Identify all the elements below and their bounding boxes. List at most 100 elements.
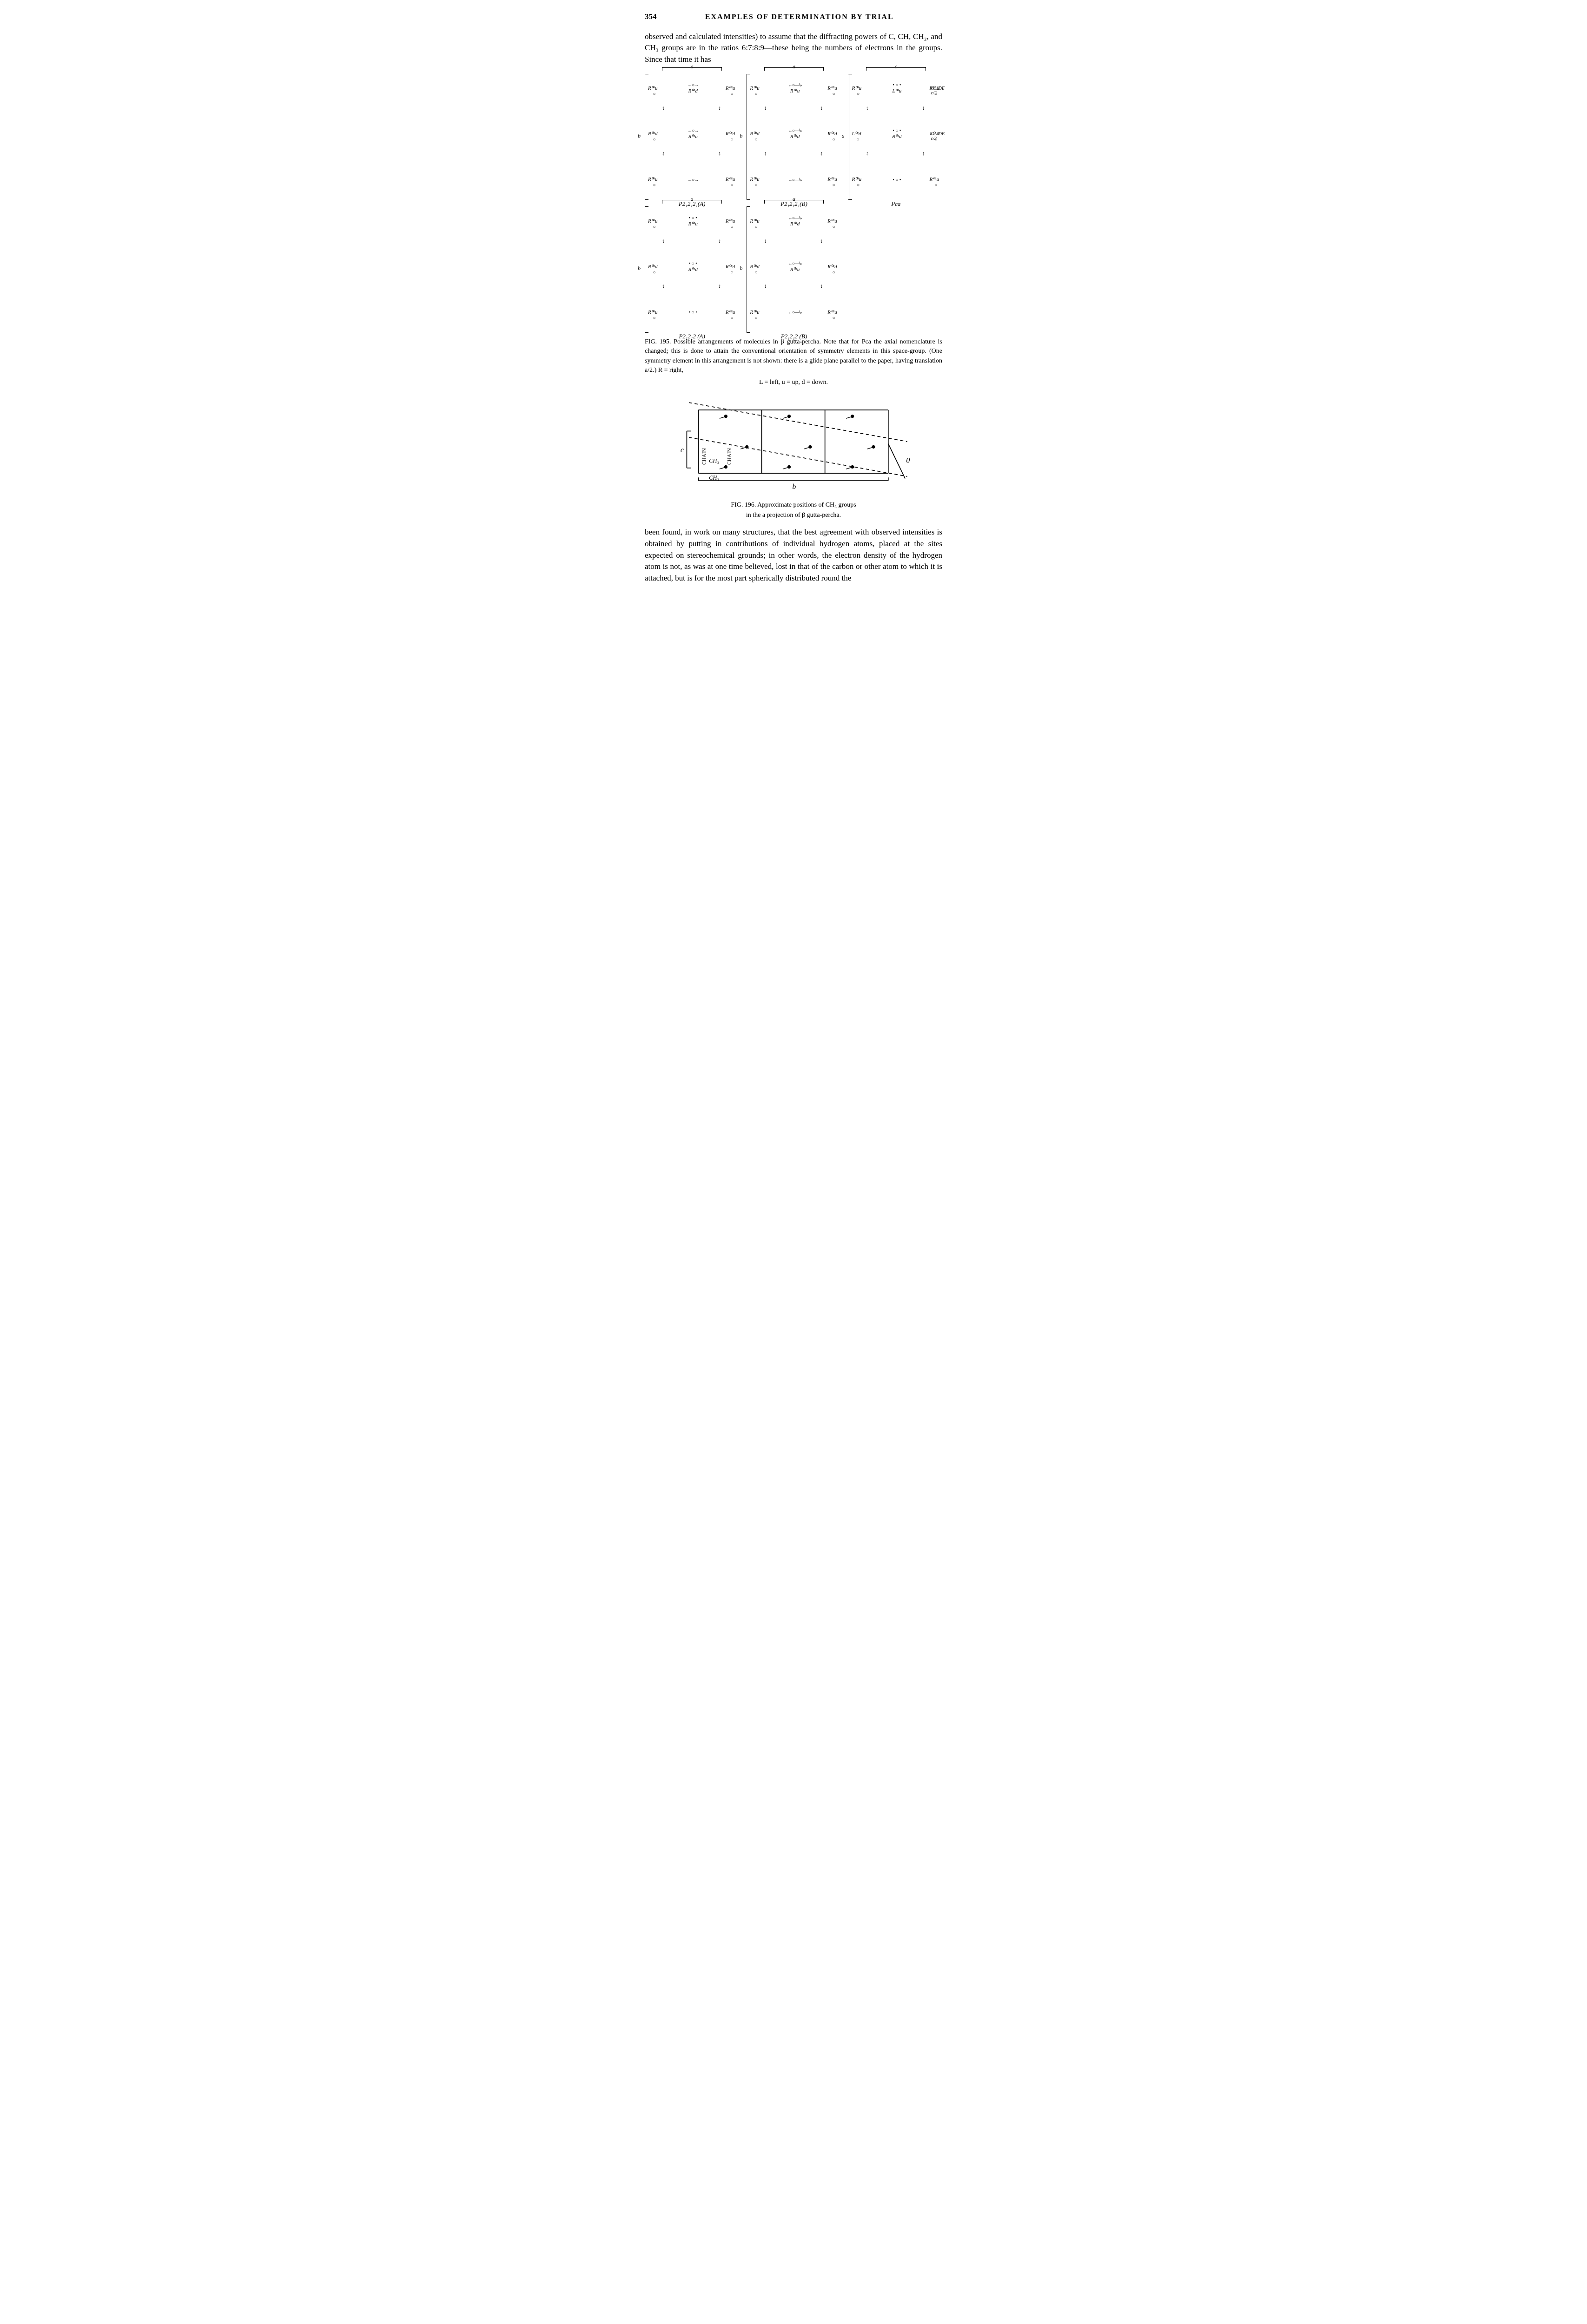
updown-arrow-icon: ↕ <box>820 282 823 290</box>
updown-arrow-icon: ↕ <box>866 104 869 112</box>
molecule-left: R⁰⁸u <box>852 176 865 184</box>
updown-arrow-icon: ↕ <box>662 104 665 112</box>
ch3-marker <box>809 445 812 448</box>
updown-arrow-icon: ↕ <box>866 150 869 158</box>
running-title: EXAMPLES OF DETERMINATION BY TRIAL <box>657 12 943 22</box>
molecule-mid: R⁰⁸u <box>661 215 726 228</box>
figure-195-caption: FIG. 195. Possible arrangements of molec… <box>645 337 942 375</box>
figure-196-caption-line-1: FIG. 196. Approximate positions of CH₃ g… <box>645 501 942 510</box>
updown-arrow-icon: ↕ <box>764 150 767 158</box>
updown-arrow-icon: ↕ <box>662 150 665 158</box>
side-axis-label: b <box>740 132 742 140</box>
molecule-right: R⁰⁸u <box>726 176 738 184</box>
molecule-left: R⁰⁸u <box>750 176 762 184</box>
figure-196-caption-line-2: in the a projection of β gutta-percha. <box>645 511 942 520</box>
molecule-mid <box>661 177 726 183</box>
ch3-label: CH₃ <box>709 474 719 481</box>
molecule-right: R⁰⁸u <box>726 309 738 317</box>
marker-tail <box>741 447 746 449</box>
molecule-row: R⁰⁸dR⁰⁸dR⁰⁸d <box>750 124 840 144</box>
diagonal-line <box>689 403 907 442</box>
paragraph-2: been found, in work on many structures, … <box>645 527 942 584</box>
updown-arrow-icon: ↕ <box>718 282 721 290</box>
chain-label: CHAIN <box>702 448 708 465</box>
molecule-mid: R⁰⁸d <box>762 215 827 228</box>
marker-tail <box>846 467 851 469</box>
side-axis-label: b <box>638 132 641 140</box>
molecule-mid: R⁰⁸d <box>661 261 726 274</box>
updown-arrow-icon: ↕ <box>718 150 721 158</box>
ch3-marker <box>746 445 749 448</box>
top-axis-label: a <box>747 195 840 203</box>
molecule-right: R⁰⁸d <box>726 264 738 271</box>
top-axis-label: c <box>849 63 943 71</box>
marker-tail <box>867 447 873 449</box>
molecule-right: R⁰⁸u <box>726 85 738 92</box>
molecule-left: R⁰⁸d <box>750 264 762 271</box>
molecule-right: R⁰⁸u <box>827 309 840 317</box>
marker-tail <box>846 416 851 418</box>
marker-tail <box>804 447 809 449</box>
marker-tail <box>783 416 788 418</box>
molecule-left: R⁰⁸d <box>750 131 762 138</box>
arrangement-diagram: abP2₁2₁2 (A)R⁰⁸uR⁰⁸uR⁰⁸u↕↕R⁰⁸dR⁰⁸dR⁰⁸d↕↕… <box>645 206 739 333</box>
updown-arrow-icon: ↕ <box>820 237 823 245</box>
molecule-mid <box>762 177 827 183</box>
updown-arrow-icon: ↕ <box>764 237 767 245</box>
molecule-right: R⁰⁸d <box>827 264 840 271</box>
figure-195-cell: abP2₁2₁2 (A)R⁰⁸uR⁰⁸uR⁰⁸u↕↕R⁰⁸dR⁰⁸dR⁰⁸d↕↕… <box>645 206 738 333</box>
molecule-row: R⁰⁸u R⁰⁸u <box>648 170 738 190</box>
marker-tail <box>720 416 725 418</box>
molecule-row: R⁰⁸uR⁰⁸uR⁰⁸u <box>750 79 840 99</box>
molecule-right: R⁰⁸d <box>827 131 840 138</box>
figure-196: 011cbCHAINCHAINCH₃CH₃ <box>677 394 909 498</box>
ch3-marker <box>851 465 854 469</box>
molecule-mid: R⁰⁸d <box>762 128 827 141</box>
ch3-label: CH₃ <box>709 457 719 464</box>
side-axis-label: a <box>842 132 845 140</box>
page-number: 354 <box>645 11 657 23</box>
ch3-marker <box>724 465 727 469</box>
figure-195-cell: abP2₁2₁2 (B)R⁰⁸uR⁰⁸dR⁰⁸u↕↕R⁰⁸dR⁰⁸uR⁰⁸d↕↕… <box>747 206 840 333</box>
molecule-left: R⁰⁸u <box>648 85 661 92</box>
figure-195-caption-text: FIG. 195. Possible arrangements of molec… <box>645 338 942 374</box>
molecule-row: L⁰⁸dR⁰⁸dL⁰⁸d <box>852 124 942 144</box>
ch3-marker <box>787 415 791 418</box>
molecule-mid: R⁰⁸u <box>762 261 827 274</box>
figure-196-svg: 011cbCHAINCHAINCH₃CH₃ <box>677 394 909 495</box>
ch3-marker <box>851 415 854 418</box>
molecule-row: R⁰⁸u R⁰⁸u <box>750 170 840 190</box>
glide-annotation: GLIDEc/2 <box>931 86 945 96</box>
molecule-mid: L⁰⁸u <box>864 82 929 95</box>
diagonal-line <box>689 437 907 476</box>
molecule-mid: R⁰⁸d <box>661 82 726 95</box>
updown-arrow-icon: ↕ <box>764 282 767 290</box>
glide-annotation: GLIDEc/2 <box>931 132 945 141</box>
molecule-right: R⁰⁸u <box>827 176 840 184</box>
molecule-left: R⁰⁸u <box>852 85 865 92</box>
ch3-marker <box>724 415 727 418</box>
molecule-mid: R⁰⁸u <box>661 128 726 141</box>
molecule-left: R⁰⁸u <box>648 176 661 184</box>
updown-arrow-icon: ↕ <box>764 104 767 112</box>
ch3-marker <box>787 465 791 469</box>
molecule-row: R⁰⁸u R⁰⁸u <box>750 303 840 323</box>
updown-arrow-icon: ↕ <box>718 237 721 245</box>
updown-arrow-icon: ↕ <box>820 104 823 112</box>
marker-tail <box>720 467 725 469</box>
molecule-row: R⁰⁸uR⁰⁸uR⁰⁸u <box>648 211 738 231</box>
molecule-row: R⁰⁸uL⁰⁸uR⁰⁸u <box>852 79 942 99</box>
updown-arrow-icon: ↕ <box>820 150 823 158</box>
molecule-left: R⁰⁸u <box>750 309 762 317</box>
space-group-label: P2₁2₁2 (B) <box>747 332 840 341</box>
molecule-row: R⁰⁸dR⁰⁸uR⁰⁸d <box>648 124 738 144</box>
arrangement-diagram: abP2₁2₁2₁(A)R⁰⁸uR⁰⁸dR⁰⁸u↕↕R⁰⁸dR⁰⁸uR⁰⁸d↕↕… <box>645 74 739 200</box>
side-axis-label: b <box>638 264 641 272</box>
space-group-label: P2₁2₁2 (A) <box>645 332 739 341</box>
molecule-right: R⁰⁸u <box>827 85 840 92</box>
molecule-mid <box>661 310 726 316</box>
arrangement-diagram: abP2₁2₁2₁(B)R⁰⁸uR⁰⁸uR⁰⁸u↕↕R⁰⁸dR⁰⁸dR⁰⁸d↕↕… <box>747 74 840 200</box>
molecule-left: R⁰⁸u <box>648 218 661 225</box>
molecule-right: R⁰⁸u <box>827 218 840 225</box>
molecule-mid <box>762 310 827 316</box>
